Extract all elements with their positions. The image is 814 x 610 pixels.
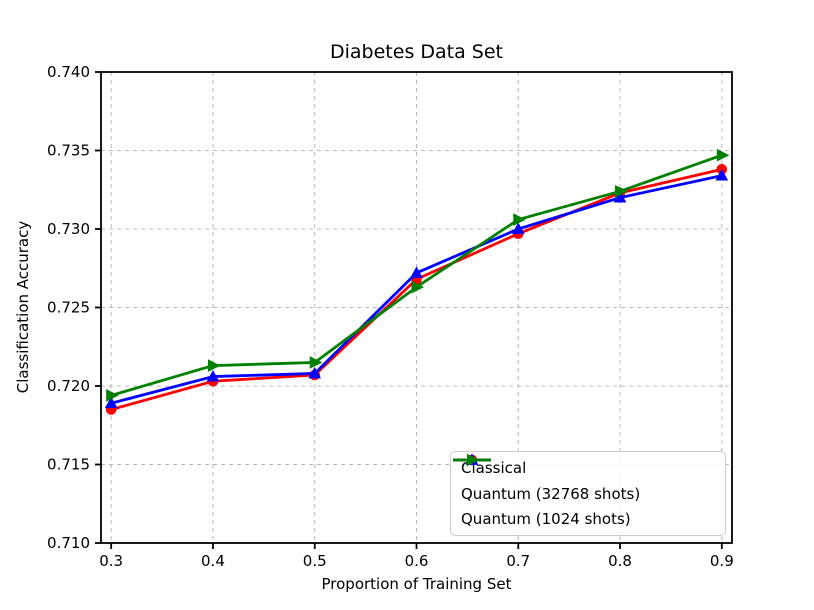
x-tick-label: 0.3 — [99, 552, 123, 570]
y-tick-label: 0.720 — [47, 377, 90, 395]
y-tick-label: 0.740 — [47, 63, 90, 81]
data-point-marker — [716, 148, 730, 162]
legend-item-label: Quantum (32768 shots) — [461, 484, 641, 503]
y-tick-label: 0.710 — [47, 534, 90, 552]
chart-title: Diabetes Data Set — [330, 41, 503, 63]
x-tick-label: 0.4 — [201, 552, 225, 570]
legend-item: Quantum (1024 shots) — [453, 453, 717, 532]
x-tick-label: 0.7 — [506, 552, 530, 570]
data-point-marker — [309, 356, 323, 369]
y-tick-label: 0.725 — [47, 299, 90, 317]
data-point-marker — [613, 191, 627, 203]
data-point-marker — [104, 396, 118, 409]
data-point-marker — [715, 169, 729, 181]
data-point-marker — [513, 213, 526, 226]
data-point-marker — [615, 185, 628, 198]
axes-box — [100, 71, 733, 544]
data-point-marker — [308, 366, 322, 379]
x-axis-label: Proportion of Training Set — [321, 575, 512, 593]
data-point-marker — [206, 369, 220, 382]
x-tick-label: 0.8 — [608, 552, 632, 570]
data-point-marker — [467, 453, 480, 467]
data-point-marker — [511, 222, 525, 234]
x-tick-label: 0.6 — [405, 552, 429, 570]
y-tick-label: 0.715 — [47, 456, 90, 474]
legend: Classical Quantum (32768 shots) Quantum (1… — [450, 451, 726, 536]
y-tick-label: 0.730 — [47, 220, 90, 238]
data-point-marker — [411, 280, 425, 294]
legend-item: Classical — [453, 454, 717, 481]
x-tick-label: 0.9 — [710, 552, 734, 570]
y-axis-label: Classification Accuracy — [14, 220, 32, 394]
legend-marker-icon — [453, 453, 491, 467]
data-point-marker — [207, 359, 221, 372]
data-point-marker — [106, 389, 119, 402]
legend-item: Quantum (32768 shots) — [453, 453, 717, 506]
x-tick-label: 0.5 — [303, 552, 327, 570]
data-point-marker — [410, 266, 423, 278]
legend-item-label: Quantum (1024 shots) — [461, 510, 631, 528]
y-tick-label: 0.735 — [47, 142, 90, 160]
